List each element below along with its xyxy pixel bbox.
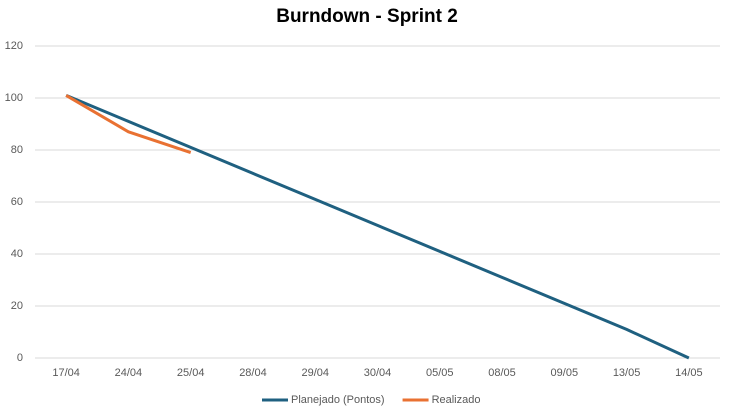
x-tick-label: 14/05	[675, 367, 703, 379]
x-tick-label: 09/05	[551, 367, 579, 379]
y-tick-label: 80	[11, 144, 23, 156]
y-tick-label: 40	[11, 248, 23, 260]
legend-label: Planejado (Pontos)	[291, 394, 385, 406]
y-tick-label: 20	[11, 300, 23, 312]
y-tick-label: 60	[11, 196, 23, 208]
chart-title: Burndown - Sprint 2	[276, 6, 458, 27]
x-tick-label: 17/04	[52, 367, 80, 379]
x-tick-label: 08/05	[488, 367, 516, 379]
y-tick-label: 0	[17, 352, 23, 364]
legend-label: Realizado	[432, 394, 481, 406]
x-tick-label: 28/04	[239, 367, 267, 379]
x-tick-label: 13/05	[613, 367, 641, 379]
series-line	[65, 94, 690, 360]
y-tick-label: 100	[5, 92, 23, 104]
x-tick-label: 24/04	[115, 367, 143, 379]
x-tick-label: 25/04	[177, 367, 205, 379]
x-tick-label: 29/04	[301, 367, 329, 379]
y-tick-label: 120	[5, 40, 23, 52]
x-tick-label: 05/05	[426, 367, 454, 379]
series-line	[65, 94, 192, 155]
x-tick-label: 30/04	[364, 367, 392, 379]
